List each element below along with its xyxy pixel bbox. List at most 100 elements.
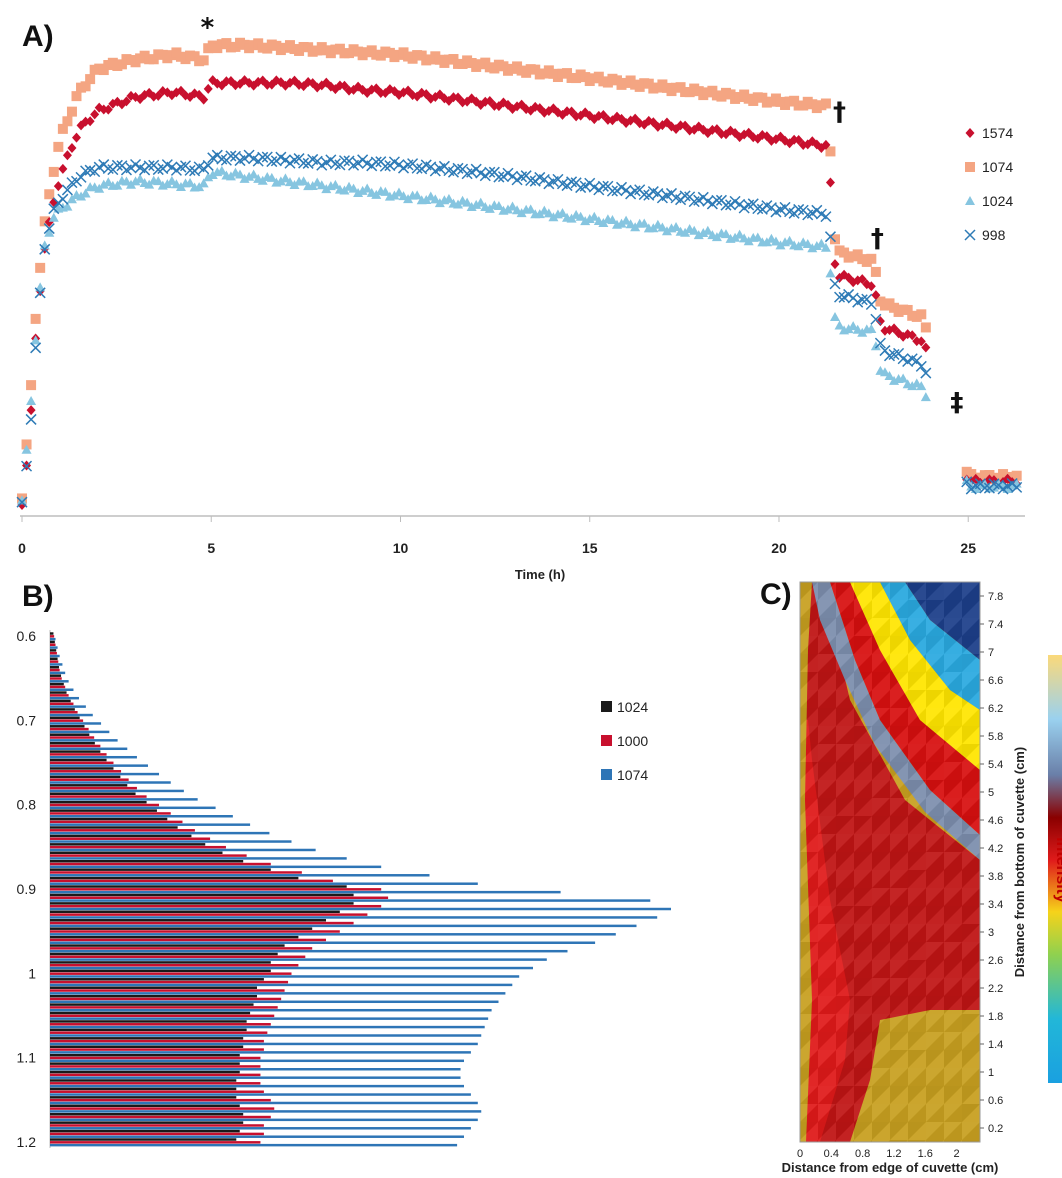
panel-b-y-tick-label: 0.8 — [17, 797, 37, 813]
mesh-triangle — [962, 1050, 980, 1068]
mesh-triangle — [962, 852, 980, 870]
panel-c-heatmap-field — [800, 582, 980, 1142]
data-point — [44, 189, 55, 200]
mesh-triangle — [944, 600, 962, 618]
bar-1074 — [50, 1000, 499, 1004]
bar-1074 — [50, 848, 316, 852]
panel-b-y-tick-label: 0.9 — [17, 881, 37, 897]
data-point — [162, 179, 173, 189]
mesh-triangle — [854, 636, 872, 654]
legend-swatch — [601, 735, 612, 746]
mesh-triangle — [836, 1032, 854, 1050]
bar-1000 — [50, 1090, 264, 1093]
mesh-triangle — [962, 636, 980, 654]
bar-1074 — [50, 831, 270, 835]
mesh-triangle — [818, 1032, 836, 1050]
mesh-triangle — [944, 924, 962, 942]
panel-c-y-tick-label: 6.6 — [988, 675, 1003, 687]
mesh-triangle — [872, 618, 890, 636]
panel-c-y-tick-label: 7.4 — [988, 619, 1003, 631]
data-point — [584, 213, 595, 223]
mesh-triangle — [836, 1104, 854, 1122]
mesh-triangle — [926, 672, 944, 690]
mesh-triangle — [854, 1086, 872, 1104]
data-point — [471, 199, 482, 209]
bar-1024 — [50, 1138, 237, 1141]
data-point — [752, 203, 764, 215]
data-point — [866, 323, 877, 333]
bar-1024 — [50, 876, 299, 880]
mesh-triangle — [854, 654, 872, 672]
mesh-triangle — [944, 582, 962, 600]
data-point — [75, 171, 87, 183]
mesh-triangle — [908, 708, 926, 726]
bar-1074 — [50, 916, 658, 919]
mesh-triangle — [890, 726, 908, 744]
mesh-triangle — [890, 816, 908, 834]
mesh-triangle — [908, 924, 926, 942]
mesh-triangle — [908, 1014, 926, 1032]
mesh-triangle — [800, 906, 818, 924]
mesh-triangle — [944, 870, 962, 888]
bar-1024 — [50, 741, 95, 745]
panel-c-y-axis-title: Distance from bottom of cuvette (cm) — [1012, 747, 1027, 977]
mesh-triangle — [818, 654, 836, 672]
mesh-triangle — [800, 1068, 818, 1086]
bar-1024 — [50, 1053, 240, 1057]
mesh-triangle — [944, 798, 962, 816]
mesh-triangle — [962, 600, 980, 618]
mesh-triangle — [890, 672, 908, 690]
mesh-triangle — [890, 1014, 908, 1032]
bar-1024 — [50, 1011, 251, 1015]
data-point — [830, 259, 840, 270]
mesh-triangle — [872, 978, 890, 996]
mesh-triangle — [908, 672, 926, 690]
bar-1024 — [50, 708, 75, 711]
bar-1074 — [50, 874, 430, 877]
bar-1074 — [50, 1127, 471, 1130]
mesh-triangle — [836, 780, 854, 798]
data-point — [661, 226, 672, 236]
bar-1074 — [50, 1101, 478, 1105]
mesh-triangle — [872, 1122, 890, 1140]
mesh-triangle — [962, 942, 980, 960]
mesh-triangle — [944, 1050, 962, 1068]
data-point — [16, 496, 28, 508]
mesh-triangle — [800, 888, 818, 906]
mesh-triangle — [962, 708, 980, 726]
legend-item-998: 998 — [964, 227, 1006, 243]
bar-1000 — [50, 845, 226, 849]
mesh-triangle — [836, 744, 854, 762]
bar-1074 — [50, 1042, 478, 1046]
mesh-triangle — [800, 654, 818, 672]
mesh-triangle — [854, 1014, 872, 1032]
mesh-triangle — [854, 1050, 872, 1068]
bar-1000 — [50, 694, 69, 697]
mesh-triangle — [890, 996, 908, 1014]
data-point — [730, 232, 741, 242]
data-point — [907, 330, 917, 341]
mesh-triangle — [836, 834, 854, 852]
data-point — [784, 235, 795, 245]
mesh-triangle — [962, 780, 980, 798]
mesh-triangle — [872, 1068, 890, 1086]
mesh-triangle — [800, 960, 818, 978]
mesh-triangle — [818, 852, 836, 870]
data-point — [58, 163, 68, 174]
data-point — [829, 234, 840, 245]
mesh-triangle — [854, 942, 872, 960]
mesh-triangle — [872, 996, 890, 1014]
mesh-triangle — [890, 906, 908, 924]
data-point — [639, 218, 650, 228]
mesh-triangle — [944, 798, 962, 816]
data-point — [316, 180, 327, 190]
bar-1024 — [50, 885, 347, 888]
data-point — [239, 152, 251, 165]
bar-1024 — [50, 868, 271, 871]
bar-1000 — [50, 1124, 264, 1127]
mesh-triangle — [890, 1122, 908, 1140]
mesh-triangle — [836, 618, 854, 636]
bar-1074 — [50, 1017, 489, 1020]
data-point — [720, 229, 731, 239]
mesh-triangle — [890, 798, 908, 816]
